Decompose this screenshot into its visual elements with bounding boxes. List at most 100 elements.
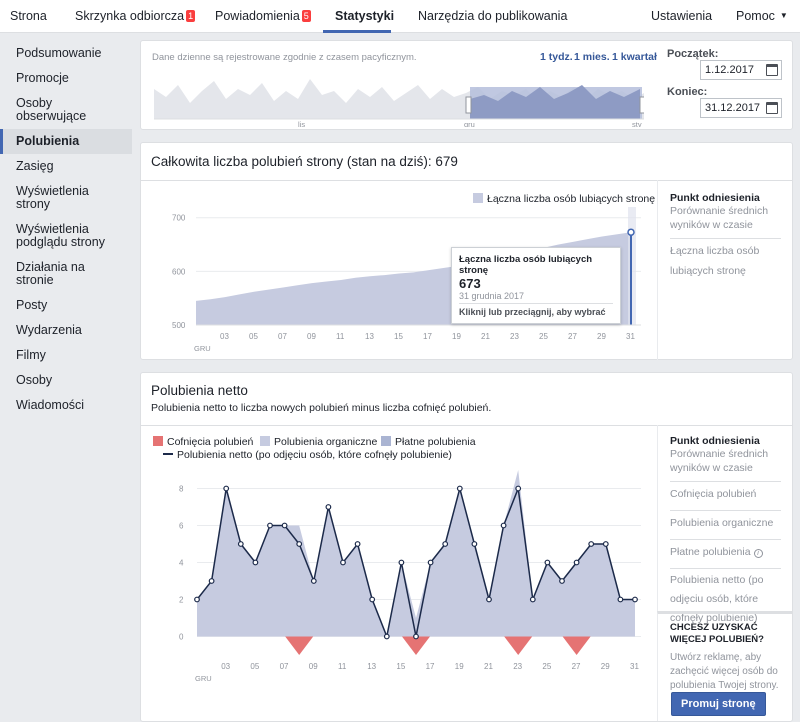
start-date-value: 1.12.2017 [705, 64, 754, 76]
tab-page[interactable]: Strona [10, 9, 47, 23]
legend-label: Polubienia organiczne [274, 436, 378, 448]
sidebar-item-followers[interactable]: Osoby obserwujące [16, 96, 87, 123]
x-tick-label: 27 [568, 332, 577, 341]
range-end-handle[interactable] [639, 96, 644, 114]
active-tab-underline [323, 30, 391, 33]
unlike-marker [402, 636, 430, 655]
legend-label: Łączna liczba osób lubiących stronę [487, 193, 656, 205]
legend-net-likes[interactable]: Polubienia netto (po odjęciu osób, które… [163, 449, 452, 461]
unlike-marker [562, 636, 591, 655]
calendar-icon[interactable] [766, 64, 778, 76]
tab-inbox[interactable]: Skrzynka odbiorcza 1 [75, 9, 196, 23]
promo-heading: CHCESZ UZYSKAĆ WIĘCEJ POLUBIEŃ? [670, 622, 764, 645]
tab-notifications[interactable]: Powiadomienia 5 [215, 9, 311, 23]
tab-inbox-label: Skrzynka odbiorcza [75, 9, 185, 23]
sidebar-item-events[interactable]: Wydarzenia [16, 323, 82, 337]
calendar-icon[interactable] [766, 102, 778, 114]
net-likes-point [267, 522, 273, 529]
x-tick-label: 05 [250, 662, 259, 671]
total-likes-title: Całkowita liczba polubień strony (stan n… [151, 154, 458, 169]
benchmark-heading: Punkt odniesienia [670, 435, 760, 447]
preset-1-week[interactable]: 1 tydz. [540, 51, 573, 63]
start-date-field[interactable]: 1.12.2017 [700, 60, 782, 80]
tab-insights[interactable]: Statystyki [335, 9, 395, 23]
net-likes-point [456, 485, 463, 492]
x-tick-label: 09 [307, 332, 316, 341]
legend-organic[interactable]: Polubienia organiczne [260, 436, 377, 448]
net-likes-point [471, 541, 478, 547]
preset-1-quarter[interactable]: 1 kwartał [612, 51, 657, 63]
tab-notifications-label: Powiadomienia [215, 9, 300, 23]
y-tick-label: 700 [172, 214, 186, 223]
range-start-handle[interactable] [465, 96, 472, 114]
promo-box: CHCESZ UZYSKAĆ WIĘCEJ POLUBIEŃ? Utwórz r… [657, 611, 793, 721]
y-tick-label: 2 [179, 596, 184, 605]
x-tick-label: 17 [423, 332, 432, 341]
x-tick-label: 21 [481, 332, 490, 341]
timeline-scrubber[interactable]: lis gru sty [154, 69, 644, 127]
benchmark-item-paid[interactable]: Płatne polubienia i [670, 539, 781, 562]
legend-swatch [153, 436, 163, 446]
net-likes-point [413, 633, 419, 640]
benchmark-item-total-likes[interactable]: Łączna liczba osób lubiących stronę [670, 238, 781, 281]
sidebar-item-page-views[interactable]: Wyświetlenia strony [16, 184, 89, 211]
promote-page-button[interactable]: Promuj stronę [671, 692, 766, 716]
sidebar-item-videos[interactable]: Filmy [16, 348, 46, 362]
net-likes-panel: Polubienia netto Polubienia netto to lic… [140, 372, 793, 722]
end-date-label: Koniec: [667, 86, 708, 98]
sidebar-item-messages[interactable]: Wiadomości [16, 398, 85, 412]
sidebar-item-reach[interactable]: Zasięg [16, 159, 54, 173]
benchmark-item-organic[interactable]: Polubienia organiczne [670, 510, 781, 533]
sidebar-item-posts[interactable]: Posty [16, 298, 48, 312]
organic-likes-area [197, 470, 635, 637]
y-tick-label: 600 [172, 267, 186, 276]
total-likes-legend[interactable]: Łączna liczba osób lubiących stronę [473, 193, 655, 205]
x-tick-label: 09 [309, 662, 318, 671]
y-tick-label: 4 [179, 559, 184, 568]
tab-publishing-tools[interactable]: Narzędzia do publikowania [418, 9, 568, 23]
net-likes-point [515, 485, 522, 492]
sidebar-item-overview[interactable]: Podsumowanie [16, 46, 102, 60]
legend-line-swatch [163, 453, 173, 455]
info-icon[interactable]: i [753, 549, 763, 558]
net-likes-point [383, 633, 390, 640]
timeline-label-jan: sty [632, 120, 642, 127]
date-range-panel: Dane dzienne są rejestrowane zgodnie z c… [140, 40, 793, 130]
settings-link[interactable]: Ustawienia [651, 9, 713, 23]
sidebar-item-actions-on-page[interactable]: Działania na stronie [16, 260, 85, 287]
timezone-note: Dane dzienne są rejestrowane zgodnie z c… [152, 52, 417, 63]
x-tick-label: 25 [539, 332, 548, 341]
end-date-field[interactable]: 31.12.2017 [700, 98, 782, 118]
x-tick-label: 13 [367, 662, 376, 671]
benchmark-subtitle: Porównanie średnich wyników w czasie [670, 448, 769, 474]
x-tick-label: 21 [484, 662, 493, 671]
legend-unlikes[interactable]: Cofnięcia polubień [153, 436, 253, 448]
preset-1-month[interactable]: 1 mies. [574, 51, 610, 63]
sidebar-item-likes[interactable]: Polubienia [0, 129, 132, 154]
x-tick-label: 13 [365, 332, 374, 341]
net-likes-point [237, 541, 244, 547]
net-likes-subtitle: Polubienia netto to liczba nowych polubi… [151, 402, 492, 414]
x-tick-label: 29 [601, 662, 610, 671]
legend-paid[interactable]: Płatne polubienia [381, 436, 476, 448]
sidebar-item-page-previews[interactable]: Wyświetlenia podglądu strony [16, 222, 105, 249]
x-tick-label: 31 [630, 662, 639, 671]
net-likes-point [281, 522, 288, 529]
benchmark-subtitle: Porównanie średnich wyników w czasie [670, 205, 769, 231]
sidebar-item-promotions[interactable]: Promocje [16, 71, 69, 85]
net-likes-point [588, 541, 595, 547]
x-tick-label: 19 [452, 332, 461, 341]
benchmark-item-net[interactable]: Polubienia netto (po odjęciu osób, które… [670, 568, 781, 628]
net-likes-point [340, 559, 346, 566]
net-likes-point [369, 596, 376, 603]
help-menu[interactable]: Pomoc ▼ [736, 9, 788, 23]
caret-down-icon: ▼ [779, 11, 788, 20]
x-tick-label: 29 [597, 332, 606, 341]
benchmark-item-unlikes[interactable]: Cofnięcia polubień [670, 481, 781, 504]
x-tick-label: 03 [220, 332, 229, 341]
net-likes-point [354, 541, 361, 547]
net-likes-chart[interactable]: 0 2 4 6 8 03 05 07 09 11 13 15 17 19 21 23 25 27 29 31 GRU [141, 465, 651, 693]
legend-label: Płatne polubienia [395, 436, 476, 448]
sidebar-item-people[interactable]: Osoby [16, 373, 53, 387]
net-likes-point [398, 559, 405, 566]
